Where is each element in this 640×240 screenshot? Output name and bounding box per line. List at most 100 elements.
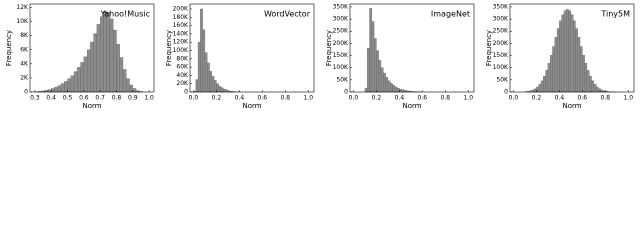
bar (387, 80, 391, 93)
x-axis-label: Norm (562, 102, 581, 110)
bar (216, 83, 219, 93)
bar (390, 83, 393, 93)
bar (396, 87, 400, 93)
y-tick-label: 100K (493, 64, 509, 71)
y-tick-label: 180K (173, 14, 189, 21)
bar (122, 69, 127, 93)
bar (584, 63, 588, 93)
bar (540, 80, 544, 93)
plot-frame (29, 3, 155, 93)
bar (591, 80, 594, 93)
x-axis-label: Norm (402, 102, 421, 110)
bar (545, 70, 549, 93)
bar (132, 88, 137, 93)
page: 0 2K 4K 6K 8K 10K 12K 0.3 0.4 0.5 0.6 0.7 0.8 0.9 1.0 N… (0, 0, 640, 110)
y-tick-label: 300K (333, 16, 349, 23)
bar (533, 88, 537, 93)
x-tick-label: 1.0 (144, 95, 154, 102)
y-tick-label: 50K (336, 76, 349, 83)
bar (109, 18, 114, 93)
y-tick-label: 100K (333, 64, 349, 71)
bar (195, 79, 199, 93)
y-axis-label: Frequency (5, 30, 13, 66)
bar (536, 86, 539, 93)
bar (577, 37, 581, 93)
y-tick-label: 8K (20, 32, 29, 39)
x-tick-label: 0.0 (189, 95, 199, 102)
y-tick-label: 200K (173, 5, 189, 12)
bar (392, 85, 395, 93)
bar (531, 89, 535, 93)
bar (371, 21, 375, 93)
bar (116, 43, 120, 93)
y-tick-label: 350K (333, 3, 349, 10)
bar (563, 10, 567, 93)
y-tick-label: 50K (496, 76, 509, 83)
y-tick-label: 60K (176, 64, 189, 71)
x-tick-label: 0.8 (281, 95, 291, 102)
x-tick-label: 0.5 (63, 95, 73, 102)
bar (90, 41, 94, 93)
bar (559, 20, 562, 93)
bar (369, 7, 372, 93)
bar (367, 48, 370, 93)
y-tick-label: 10K (16, 18, 29, 25)
bar (119, 57, 124, 93)
bar (225, 89, 229, 93)
bar (568, 10, 572, 93)
x-tick-label: 0.2 (372, 95, 382, 102)
bar (561, 14, 565, 93)
bar (202, 29, 206, 93)
bar (550, 55, 553, 93)
x-tick-label: 0.6 (79, 95, 89, 102)
bar (595, 86, 599, 93)
y-tick-label: 120K (173, 39, 189, 46)
y-tick-label: 150K (493, 52, 509, 59)
bar (598, 88, 601, 93)
x-tick-label: 0.8 (112, 95, 122, 102)
bar (211, 76, 215, 93)
y-tick-label: 300K (493, 16, 509, 23)
bar (593, 84, 597, 93)
x-tick-label: 0.4 (555, 95, 565, 102)
bar (96, 24, 101, 93)
bar (575, 28, 578, 93)
y-tick-label: 6K (20, 46, 29, 53)
bar (70, 75, 75, 93)
x-tick-label: 0.8 (441, 95, 451, 102)
x-tick-label: 0.6 (258, 95, 268, 102)
bar (207, 62, 210, 93)
plot-frame (189, 3, 315, 93)
bar (209, 71, 212, 93)
bar (380, 67, 384, 93)
x-tick-label: 0.2 (532, 95, 542, 102)
bar (204, 52, 208, 93)
bar (552, 46, 555, 93)
y-tick-label: 250K (333, 28, 349, 35)
bar (113, 29, 117, 93)
x-tick-label: 0.0 (509, 95, 519, 102)
y-tick-label: 40K (176, 72, 189, 79)
x-tick-label: 1.0 (623, 95, 633, 102)
x-tick-label: 0.4 (46, 95, 56, 102)
y-tick-label: 4K (20, 60, 29, 67)
x-tick-label: 1.0 (303, 95, 313, 102)
bar (383, 72, 386, 93)
bar (547, 63, 551, 93)
bar (579, 46, 583, 93)
y-tick-label: 12K (16, 4, 29, 11)
x-tick-label: 0.8 (601, 95, 611, 102)
bar (100, 16, 104, 93)
y-tick-label: 80K (176, 55, 189, 62)
chart-title: ImageNet (431, 10, 470, 19)
bar (73, 71, 78, 93)
y-tick-label: 2K (20, 74, 29, 81)
bar (378, 60, 382, 93)
x-tick-label: 0.4 (235, 95, 245, 102)
chart-title: WordVector (264, 10, 311, 19)
y-axis-label: Frequency (325, 30, 333, 66)
bar (86, 49, 91, 93)
y-tick-label: 160K (173, 22, 189, 29)
x-tick-label: 0.6 (418, 95, 428, 102)
y-tick-label: 200K (333, 40, 349, 47)
